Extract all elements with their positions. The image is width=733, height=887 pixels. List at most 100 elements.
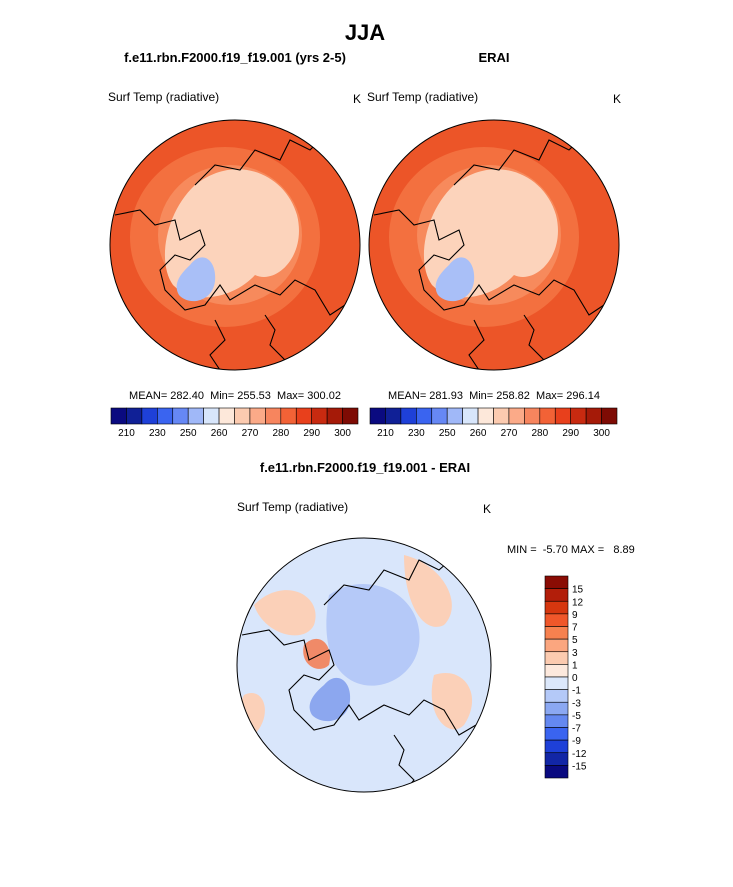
colorbar-box — [477, 407, 494, 425]
colorbar-box — [544, 676, 569, 690]
colorbar-box — [539, 407, 556, 425]
colorbar-label: -9 — [572, 736, 581, 747]
figure-title: JJA — [345, 20, 385, 45]
colorbar-box — [446, 407, 463, 425]
colorbar-label: 7 — [572, 623, 578, 634]
colorbar-box — [249, 407, 266, 425]
colorbar-box — [416, 407, 433, 425]
colorbar-box — [234, 407, 251, 425]
stats: MIN = -5.70 MAX = 8.89 — [507, 544, 635, 556]
map-border — [109, 119, 361, 371]
colorbar-label: -5 — [572, 711, 581, 722]
colorbar-box — [218, 407, 235, 425]
colorbar-label: 230 — [408, 428, 425, 439]
colorbar-label: 300 — [334, 428, 351, 439]
polar-map — [237, 538, 491, 792]
colorbar-label: 210 — [118, 428, 135, 439]
colorbar-box — [385, 407, 402, 425]
colorbar-box — [554, 407, 571, 425]
colorbar-box — [141, 407, 158, 425]
colorbar-box — [369, 407, 386, 425]
colorbar-label: 290 — [303, 428, 320, 439]
colorbar-label: 9 — [572, 610, 578, 621]
case-title: f.e11.rbn.F2000.f19_f19.001 - ERAI — [260, 460, 470, 475]
colorbar: 210 230 250 260 270 280 290 300 — [369, 407, 618, 439]
colorbar-label: 280 — [531, 428, 548, 439]
stats: MEAN= 282.40 Min= 255.53 Max= 300.02 — [129, 390, 341, 402]
colorbar-box — [544, 588, 569, 602]
colorbar-label: -1 — [572, 686, 581, 697]
colorbar-box — [110, 407, 127, 425]
colorbar-box — [157, 407, 174, 425]
case-title: ERAI — [478, 50, 509, 65]
colorbar-box — [493, 407, 510, 425]
colorbar-box — [544, 600, 569, 615]
colorbar-box — [544, 739, 569, 754]
colorbar-label: -3 — [572, 698, 581, 709]
colorbar-label: -7 — [572, 724, 581, 735]
colorbar-label: -15 — [572, 761, 587, 772]
colorbar-box — [172, 407, 189, 425]
colorbar-label: 260 — [470, 428, 487, 439]
colorbar-box — [544, 714, 569, 728]
polar-map — [110, 120, 360, 370]
map-border — [368, 119, 620, 371]
colorbar-box — [524, 407, 541, 425]
colorbar-label: 290 — [562, 428, 579, 439]
colorbar-box — [544, 727, 569, 741]
colorbar-label: 250 — [439, 428, 456, 439]
colorbar-label: 260 — [211, 428, 228, 439]
units-label: K — [613, 92, 621, 106]
colorbar-box — [342, 407, 359, 425]
colorbar-box — [462, 407, 479, 425]
colorbar-box — [544, 752, 569, 766]
units-label: K — [483, 502, 491, 516]
colorbar-label: 270 — [501, 428, 518, 439]
colorbar-label: 3 — [572, 648, 578, 659]
colorbar-label: 210 — [377, 428, 394, 439]
colorbar-label: 0 — [572, 673, 578, 684]
colorbar-label: -12 — [572, 749, 587, 760]
variable-label: Surf Temp (radiative) — [108, 90, 219, 104]
colorbar-box — [126, 407, 143, 425]
colorbar-box — [295, 407, 312, 425]
colorbar-label: 300 — [593, 428, 610, 439]
colorbar-box — [544, 701, 569, 716]
colorbar-box — [431, 407, 448, 425]
colorbar-label: 250 — [180, 428, 197, 439]
colorbar-label: 280 — [272, 428, 289, 439]
colorbar-box — [544, 651, 569, 665]
colorbar-box — [544, 575, 569, 589]
colorbar-label: 270 — [242, 428, 259, 439]
colorbar-box — [203, 407, 220, 425]
colorbar-box — [544, 638, 569, 653]
colorbar-box — [265, 407, 282, 425]
colorbar-label: 1 — [572, 660, 578, 671]
colorbar-box — [508, 407, 525, 425]
case-title: f.e11.rbn.F2000.f19_f19.001 (yrs 2-5) — [124, 50, 346, 65]
colorbar-box — [544, 613, 569, 627]
colorbar-box — [544, 765, 569, 779]
colorbar-box — [585, 407, 602, 425]
colorbar-box — [544, 689, 569, 703]
colorbar-label: 5 — [572, 635, 578, 646]
colorbar-box — [280, 407, 297, 425]
variable-label: Surf Temp (radiative) — [237, 500, 348, 514]
colorbar-box — [544, 626, 569, 640]
colorbar-box — [544, 664, 569, 678]
map-border — [236, 537, 492, 793]
units-label: K — [353, 92, 361, 106]
colorbar-label: 12 — [572, 597, 584, 608]
colorbar-label: 230 — [149, 428, 166, 439]
colorbar-box — [400, 407, 417, 425]
colorbar: 210 230 250 260 270 280 290 300 — [110, 407, 359, 439]
colorbar-box — [601, 407, 618, 425]
stats: MEAN= 281.93 Min= 258.82 Max= 296.14 — [388, 390, 600, 402]
colorbar-box — [187, 407, 204, 425]
colorbar-box — [311, 407, 328, 425]
colorbar-box — [570, 407, 587, 425]
colorbar-box — [326, 407, 343, 425]
colorbar-label: 15 — [572, 585, 584, 596]
